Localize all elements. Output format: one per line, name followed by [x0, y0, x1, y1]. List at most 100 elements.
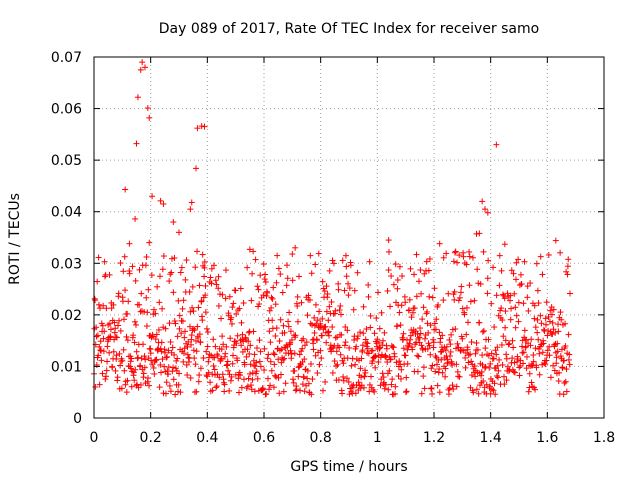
data-point	[268, 304, 275, 311]
data-point	[117, 260, 124, 267]
data-point	[102, 376, 109, 383]
data-point	[240, 299, 247, 306]
data-point	[524, 283, 531, 290]
data-point	[480, 378, 487, 385]
data-point	[456, 252, 463, 259]
data-point	[429, 362, 436, 369]
data-point	[250, 328, 257, 335]
data-point	[176, 325, 183, 332]
data-point	[139, 59, 146, 66]
data-point	[553, 360, 560, 367]
data-point	[335, 280, 342, 287]
data-point	[267, 382, 274, 389]
data-point	[430, 339, 437, 346]
data-point	[246, 370, 253, 377]
data-point	[234, 332, 241, 339]
data-point	[375, 289, 382, 296]
data-point	[417, 325, 424, 332]
data-point	[417, 330, 424, 337]
data-point	[420, 373, 427, 380]
data-point	[249, 270, 256, 277]
data-point	[227, 335, 234, 342]
data-point	[331, 358, 338, 365]
data-point	[203, 348, 210, 355]
data-point	[367, 324, 374, 331]
data-point	[447, 341, 454, 348]
data-point	[398, 302, 405, 309]
data-point	[251, 351, 258, 358]
data-point	[196, 372, 203, 379]
data-point	[462, 354, 469, 361]
data-point	[192, 264, 199, 271]
data-point	[335, 286, 342, 293]
data-point	[480, 327, 487, 334]
data-point	[151, 370, 158, 377]
data-point	[453, 361, 460, 368]
data-point	[420, 364, 427, 371]
data-point	[184, 372, 191, 379]
data-point	[471, 363, 478, 370]
data-point	[496, 252, 503, 259]
data-point	[252, 363, 259, 370]
data-point	[191, 327, 198, 334]
data-point	[339, 390, 346, 397]
data-point	[320, 387, 327, 394]
data-point	[459, 305, 466, 312]
data-point	[414, 368, 421, 375]
data-point	[178, 330, 185, 337]
data-point	[278, 371, 285, 378]
data-point	[396, 309, 403, 316]
data-point	[287, 328, 294, 335]
data-point	[542, 361, 549, 368]
data-point	[99, 370, 106, 377]
data-point	[244, 383, 251, 390]
data-point	[228, 314, 235, 321]
data-point	[291, 367, 298, 374]
data-point	[131, 339, 138, 346]
axis-ticks	[93, 56, 605, 419]
data-point	[517, 357, 524, 364]
data-point	[436, 389, 443, 396]
data-point	[267, 339, 274, 346]
data-point	[237, 372, 244, 379]
data-point	[504, 363, 511, 370]
data-point	[107, 326, 114, 333]
data-point	[270, 284, 277, 291]
data-point	[452, 325, 459, 332]
data-point	[172, 320, 179, 327]
data-point	[554, 348, 561, 355]
data-point	[314, 370, 321, 377]
data-point	[546, 318, 553, 325]
data-point	[549, 319, 556, 326]
data-point	[252, 370, 259, 377]
data-point	[298, 299, 305, 306]
data-point	[352, 390, 359, 397]
data-point	[177, 269, 184, 276]
data-point	[427, 351, 434, 358]
data-point	[447, 352, 454, 359]
data-point	[262, 271, 269, 278]
data-point	[502, 337, 509, 344]
data-point	[227, 377, 234, 384]
data-point	[220, 341, 227, 348]
data-point	[371, 330, 378, 337]
data-point	[193, 348, 200, 355]
data-point	[180, 350, 187, 357]
data-point	[225, 367, 232, 374]
data-point	[209, 387, 216, 394]
data-point	[248, 297, 255, 304]
data-point	[345, 292, 352, 299]
data-point	[226, 387, 233, 394]
data-point	[179, 305, 186, 312]
data-point	[536, 371, 543, 378]
data-point	[160, 200, 167, 207]
data-point	[163, 354, 170, 361]
data-point	[416, 334, 423, 341]
data-point	[391, 353, 398, 360]
data-point	[503, 377, 510, 384]
data-point	[330, 260, 337, 267]
data-point	[130, 369, 137, 376]
data-point	[104, 358, 111, 365]
data-point	[232, 287, 239, 294]
data-point	[228, 373, 235, 380]
